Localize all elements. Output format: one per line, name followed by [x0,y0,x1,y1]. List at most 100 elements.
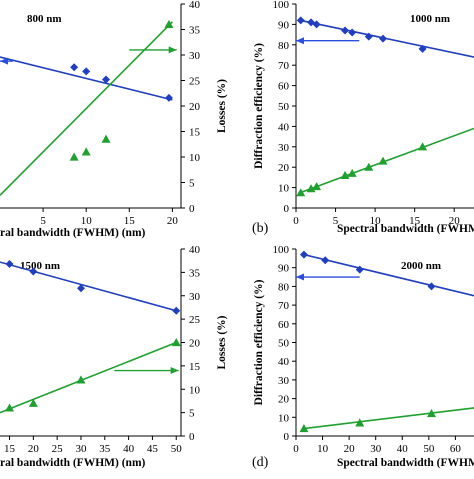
losses-axis-arrow [114,367,179,375]
y-right-tick-label: 10 [189,152,201,164]
x-tick-label: 0 [293,443,299,455]
x-tick-label: 10 [317,443,329,455]
losses-series [0,338,181,414]
y-tick-label: 70 [278,60,290,72]
efficiency-series [296,16,474,58]
y-right-tick-label: 40 [189,244,201,256]
x-tick-label: 15 [124,215,136,227]
data-point-diamond [29,267,38,276]
data-point-triangle [426,409,436,418]
y-tick-label: 10 [278,183,290,195]
y-axis-label: Diffraction efficiency (%) [253,43,265,169]
y-tick-label: 90 [278,263,290,275]
wavelength-annotation: 800 nm [27,13,62,25]
x-tick-label: 20 [344,443,356,455]
y-right-tick-label: 0 [189,431,195,443]
data-point-diamond [355,265,364,274]
panel-1500nm: 15 20 25 30 35 40 45 50 0 5 10 15 20 25 30 35 40 ral band… [0,244,228,469]
y-tick-label: 100 [273,244,290,256]
y-tick-label: 70 [278,300,290,312]
y-right-tick-label: 15 [189,127,201,139]
x-axis-label: ral bandwidth (FWHM) (nm) [0,227,146,239]
x-tick-label: 20 [449,215,461,227]
data-point-triangle [340,170,350,179]
data-point-triangle [364,162,374,171]
y-right-tick-label: 0 [189,203,195,215]
x-tick-label: 0 [293,215,299,227]
efficiency-series [299,250,474,297]
y-tick-label: 80 [278,281,290,293]
y-right-tick-label: 30 [189,50,201,62]
x-tick-label: 25 [52,443,64,455]
data-point-diamond [5,259,14,268]
y-tick-label: 60 [278,319,290,331]
data-point-triangle [306,184,316,193]
data-point-diamond [312,20,321,29]
data-point-diamond [299,250,308,259]
y-axis-right-label: Losses (%) [216,315,228,369]
y-right-tick-label: 35 [189,25,201,37]
x-tick-label: 20 [28,443,40,455]
y-tick-label: 30 [278,375,290,387]
arrow-head [168,46,177,54]
data-point-diamond [321,256,330,265]
losses-series [299,407,474,433]
y-tick-label: 50 [278,101,290,113]
data-point-diamond [341,26,350,35]
efficiency-axis-arrow [296,273,360,281]
y-tick-label: 30 [278,142,290,154]
data-point-diamond [164,93,173,102]
data-point-triangle [296,188,306,197]
efficiency-axis-arrow [296,37,360,45]
data-point-triangle [171,338,181,347]
x-tick-label: 5 [40,215,46,227]
y-tick-label: 90 [278,19,290,31]
y-tick-label: 20 [278,394,290,406]
arrow-head [0,57,8,65]
y-tick-label: 60 [278,81,290,93]
x-tick-label: 60 [450,443,462,455]
data-point-triangle [378,156,388,165]
x-tick-label: 15 [409,215,421,227]
y-right-tick-label: 20 [189,338,201,350]
y-right-tick-label: 10 [189,384,201,396]
y-axis-label: Diffraction efficiency (%) [253,279,265,405]
data-point-triangle [418,142,428,151]
losses-series [0,19,174,196]
y-right-tick-label: 20 [189,101,201,113]
data-point-diamond [76,284,85,293]
data-point-triangle [347,168,357,177]
y-tick-label: 0 [284,203,290,215]
data-point-diamond [70,63,79,72]
data-point-triangle [312,182,322,191]
data-point-triangle [101,134,111,143]
data-point-triangle [76,375,86,384]
x-tick-label: 50 [171,443,183,455]
x-tick-label: 10 [81,215,93,227]
data-point-diamond [427,282,436,291]
y-axis-right-label: Losses (%) [216,79,228,133]
y-tick-label: 50 [278,338,290,350]
trend-line [0,56,173,101]
trend-line [0,341,177,414]
wavelength-annotation: 1000 nm [410,13,450,25]
y-right-tick-label: 5 [189,178,195,190]
trend-line [299,127,474,194]
x-tick-label: 5 [333,215,339,227]
data-point-triangle [69,152,79,161]
x-tick-label: 45 [147,443,159,455]
data-point-diamond [102,75,111,84]
data-point-diamond [379,34,388,43]
y-right-tick-label: 5 [189,408,195,420]
y-tick-label: 20 [278,162,290,174]
data-point-triangle [28,398,38,407]
y-right-tick-label: 15 [189,361,201,373]
arrow-head [296,37,304,45]
data-point-diamond [296,16,305,25]
y-tick-label: 100 [273,0,290,11]
data-point-triangle [355,418,365,427]
x-axis-label: Spectral bandwidth (FWHM [337,223,474,235]
x-tick-label: 40 [123,443,135,455]
x-tick-label: 30 [75,443,87,455]
